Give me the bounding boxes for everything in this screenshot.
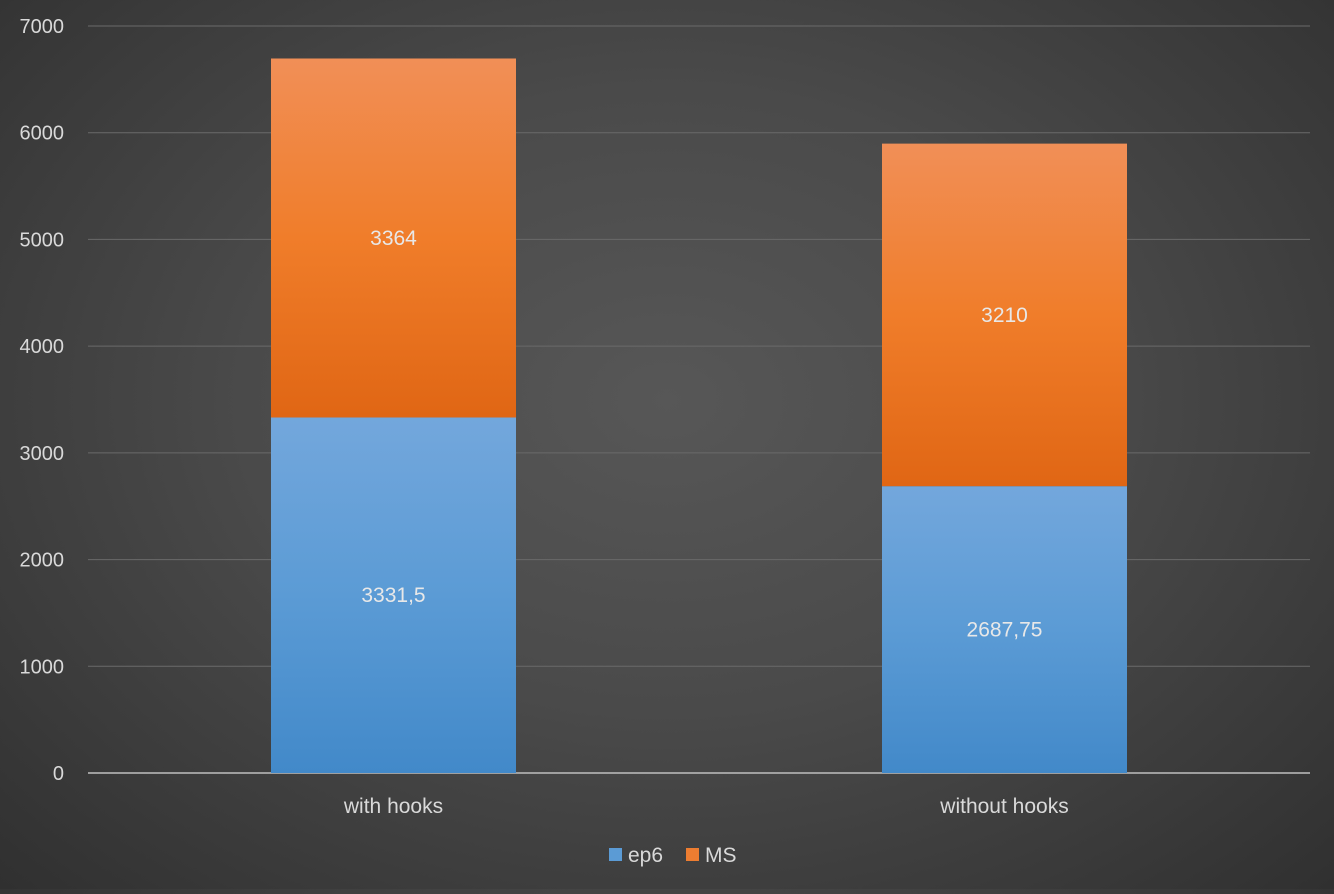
bar-ep6-1 xyxy=(882,486,1127,773)
data-label: 3364 xyxy=(370,227,417,250)
y-tick-label: 2000 xyxy=(20,550,65,572)
legend-swatch xyxy=(686,848,699,861)
legend-item-ep6: ep6 xyxy=(609,844,663,867)
bars xyxy=(271,58,1127,773)
legend-swatch xyxy=(609,848,622,861)
data-label: 2687,75 xyxy=(967,619,1043,642)
data-label: 3210 xyxy=(981,304,1028,327)
x-tick-label: without hooks xyxy=(939,795,1068,818)
x-tick-label: with hooks xyxy=(343,795,443,818)
y-tick-label: 0 xyxy=(53,763,64,785)
y-tick-label: 7000 xyxy=(20,16,65,38)
bar-ep6-0 xyxy=(271,417,516,773)
y-axis-ticks: 0 1000 2000 3000 4000 5000 6000 7000 xyxy=(20,16,65,785)
y-tick-label: 6000 xyxy=(20,123,65,145)
y-tick-label: 5000 xyxy=(20,229,65,251)
y-tick-label: 1000 xyxy=(20,656,65,678)
bar-ms-0 xyxy=(271,58,516,418)
legend-item-ms: MS xyxy=(686,844,737,867)
legend-label: ep6 xyxy=(628,844,663,867)
data-labels: 3331,5 3364 2687,75 3210 xyxy=(361,227,1042,642)
legend: ep6 MS xyxy=(609,844,737,867)
y-tick-label: 3000 xyxy=(20,443,65,465)
x-axis-ticks: with hooks without hooks xyxy=(343,795,1069,818)
data-label: 3331,5 xyxy=(361,584,425,607)
legend-label: MS xyxy=(705,844,737,867)
bar-ms-1 xyxy=(882,143,1127,487)
y-tick-label: 4000 xyxy=(20,336,65,358)
